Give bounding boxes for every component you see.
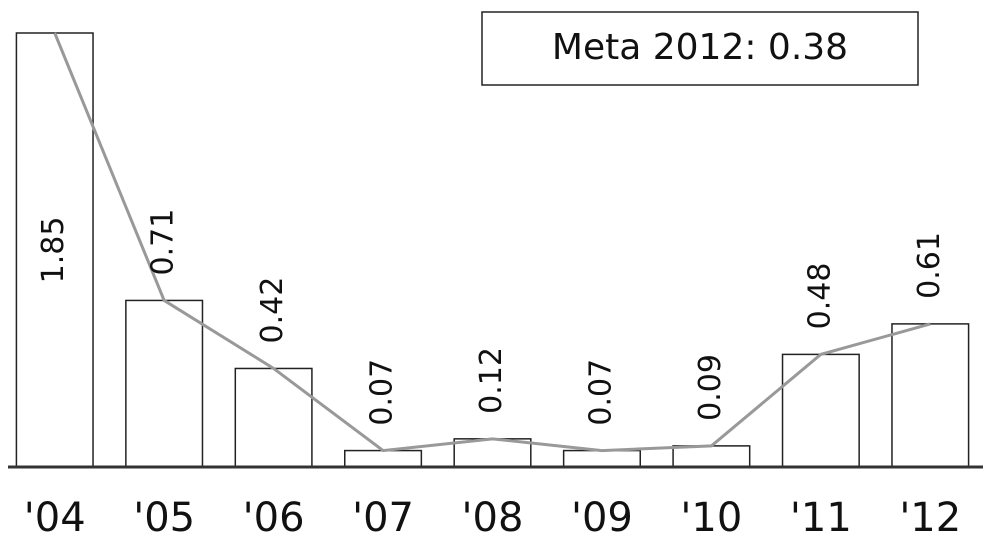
value-label: 1.85 (36, 217, 71, 284)
annotation-box (481, 11, 919, 86)
bar (234, 367, 313, 468)
bar (781, 353, 860, 468)
bar (125, 299, 204, 468)
annotation: Meta 2012: 0.38 (552, 27, 848, 68)
value-label: 0.48 (802, 263, 837, 330)
x-tick-label: '08 (462, 495, 524, 541)
x-tick-label: '04 (24, 495, 86, 541)
bar (891, 323, 970, 468)
value-label: 0.42 (255, 277, 290, 344)
x-tick-label: '09 (571, 495, 633, 541)
value-label: 0.61 (912, 232, 947, 299)
x-tick-label: '11 (790, 495, 852, 541)
bar (15, 32, 94, 468)
x-tick-label: '05 (133, 495, 195, 541)
value-label: 0.09 (693, 354, 728, 421)
value-label: 0.71 (146, 209, 181, 276)
bar (562, 449, 642, 468)
x-tick-label: '07 (352, 495, 414, 541)
x-tick-label: '12 (899, 495, 961, 541)
value-label: 0.07 (365, 359, 400, 426)
x-tick-label: '10 (680, 495, 742, 541)
value-label: 0.12 (474, 347, 509, 414)
value-label: 0.07 (583, 359, 618, 426)
x-tick-label: '06 (243, 495, 305, 541)
bar (344, 449, 423, 468)
bar (672, 445, 751, 468)
trend-line (53, 32, 931, 453)
